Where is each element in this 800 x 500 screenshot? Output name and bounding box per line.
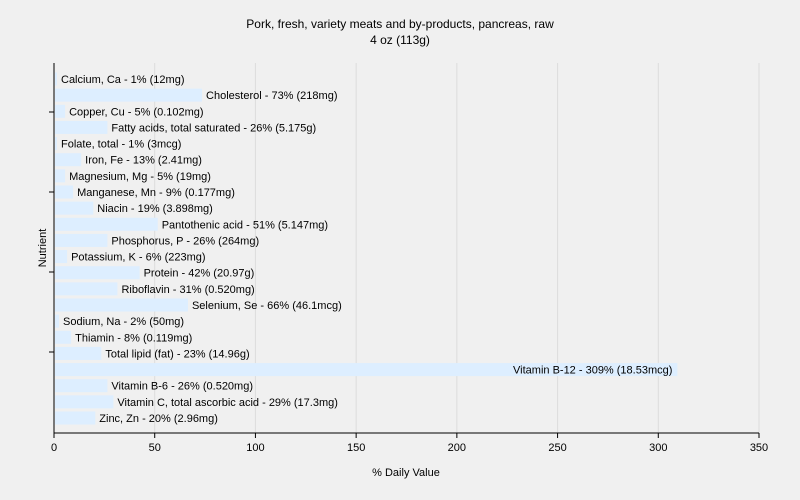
x-tick-label: 0 xyxy=(51,442,57,454)
bar-label: Sodium, Na - 2% (50mg) xyxy=(63,316,184,328)
bar-layer: Calcium, Ca - 1% (12mg) Cholesterol - 73%… xyxy=(55,72,678,425)
bar xyxy=(55,104,66,118)
x-tick-label: 200 xyxy=(448,442,466,454)
bar-label: Manganese, Mn - 9% (0.177mg) xyxy=(77,187,235,199)
bar xyxy=(55,346,102,360)
bar xyxy=(55,169,66,183)
bar-label: Thiamin - 8% (0.119mg) xyxy=(75,332,192,344)
bar xyxy=(55,137,58,151)
x-tick-label: 350 xyxy=(750,442,768,454)
bar-label: Niacin - 19% (3.898mg) xyxy=(97,203,213,215)
bar xyxy=(55,72,58,86)
bar-label: Magnesium, Mg - 5% (19mg) xyxy=(69,171,211,183)
chart-title: Pork, fresh, variety meats and by-produc… xyxy=(246,17,554,31)
chart-subtitle: 4 oz (113g) xyxy=(370,33,430,47)
bar-label: Vitamin B-6 - 26% (0.520mg) xyxy=(111,381,253,393)
bar-label: Folate, total - 1% (3mcg) xyxy=(61,139,181,151)
y-axis-title: Nutrient xyxy=(37,229,49,268)
bar xyxy=(55,266,140,280)
bar xyxy=(55,330,72,344)
bar-label: Potassium, K - 6% (223mg) xyxy=(71,252,206,264)
bar xyxy=(55,298,188,312)
axis-layer: 0 50 100 150 200 250 300 350 xyxy=(49,63,768,454)
bar xyxy=(55,201,94,215)
x-axis-title: % Daily Value xyxy=(372,467,440,479)
x-tick-label: 50 xyxy=(149,442,161,454)
bar xyxy=(55,363,678,377)
bar-label: Phosphorus, P - 26% (264mg) xyxy=(111,235,259,247)
bar xyxy=(55,185,74,199)
bar xyxy=(55,314,60,328)
bar-label: Fatty acids, total saturated - 26% (5.17… xyxy=(111,122,316,134)
bar xyxy=(55,88,203,102)
bar xyxy=(55,379,108,393)
bar xyxy=(55,250,68,264)
bar-label: Vitamin B-12 - 309% (18.53mcg) xyxy=(513,365,672,377)
bar xyxy=(55,217,158,231)
bar-label: Calcium, Ca - 1% (12mg) xyxy=(61,74,184,86)
bar-label: Zinc, Zn - 20% (2.96mg) xyxy=(99,413,218,425)
bar-label: Iron, Fe - 13% (2.41mg) xyxy=(85,155,202,167)
bar-label: Total lipid (fat) - 23% (14.96g) xyxy=(105,348,249,360)
bar-label: Selenium, Se - 66% (46.1mcg) xyxy=(192,300,342,312)
bar-label: Riboflavin - 31% (0.520mg) xyxy=(121,284,254,296)
bar-label: Pantothenic acid - 51% (5.147mg) xyxy=(162,219,328,231)
x-tick-label: 150 xyxy=(347,442,365,454)
bar xyxy=(55,395,114,409)
bar xyxy=(55,233,108,247)
bar xyxy=(55,120,108,134)
bar xyxy=(55,282,118,296)
bar-label: Protein - 42% (20.97g) xyxy=(144,268,255,280)
bar-label: Copper, Cu - 5% (0.102mg) xyxy=(69,106,204,118)
bar-label: Cholesterol - 73% (218mg) xyxy=(206,90,337,102)
x-tick-label: 250 xyxy=(548,442,566,454)
x-tick-label: 100 xyxy=(246,442,264,454)
bar-label: Vitamin C, total ascorbic acid - 29% (17… xyxy=(117,397,338,409)
bar xyxy=(55,411,96,425)
bar xyxy=(55,153,82,167)
grid-layer xyxy=(154,63,760,433)
x-tick-label: 300 xyxy=(649,442,667,454)
